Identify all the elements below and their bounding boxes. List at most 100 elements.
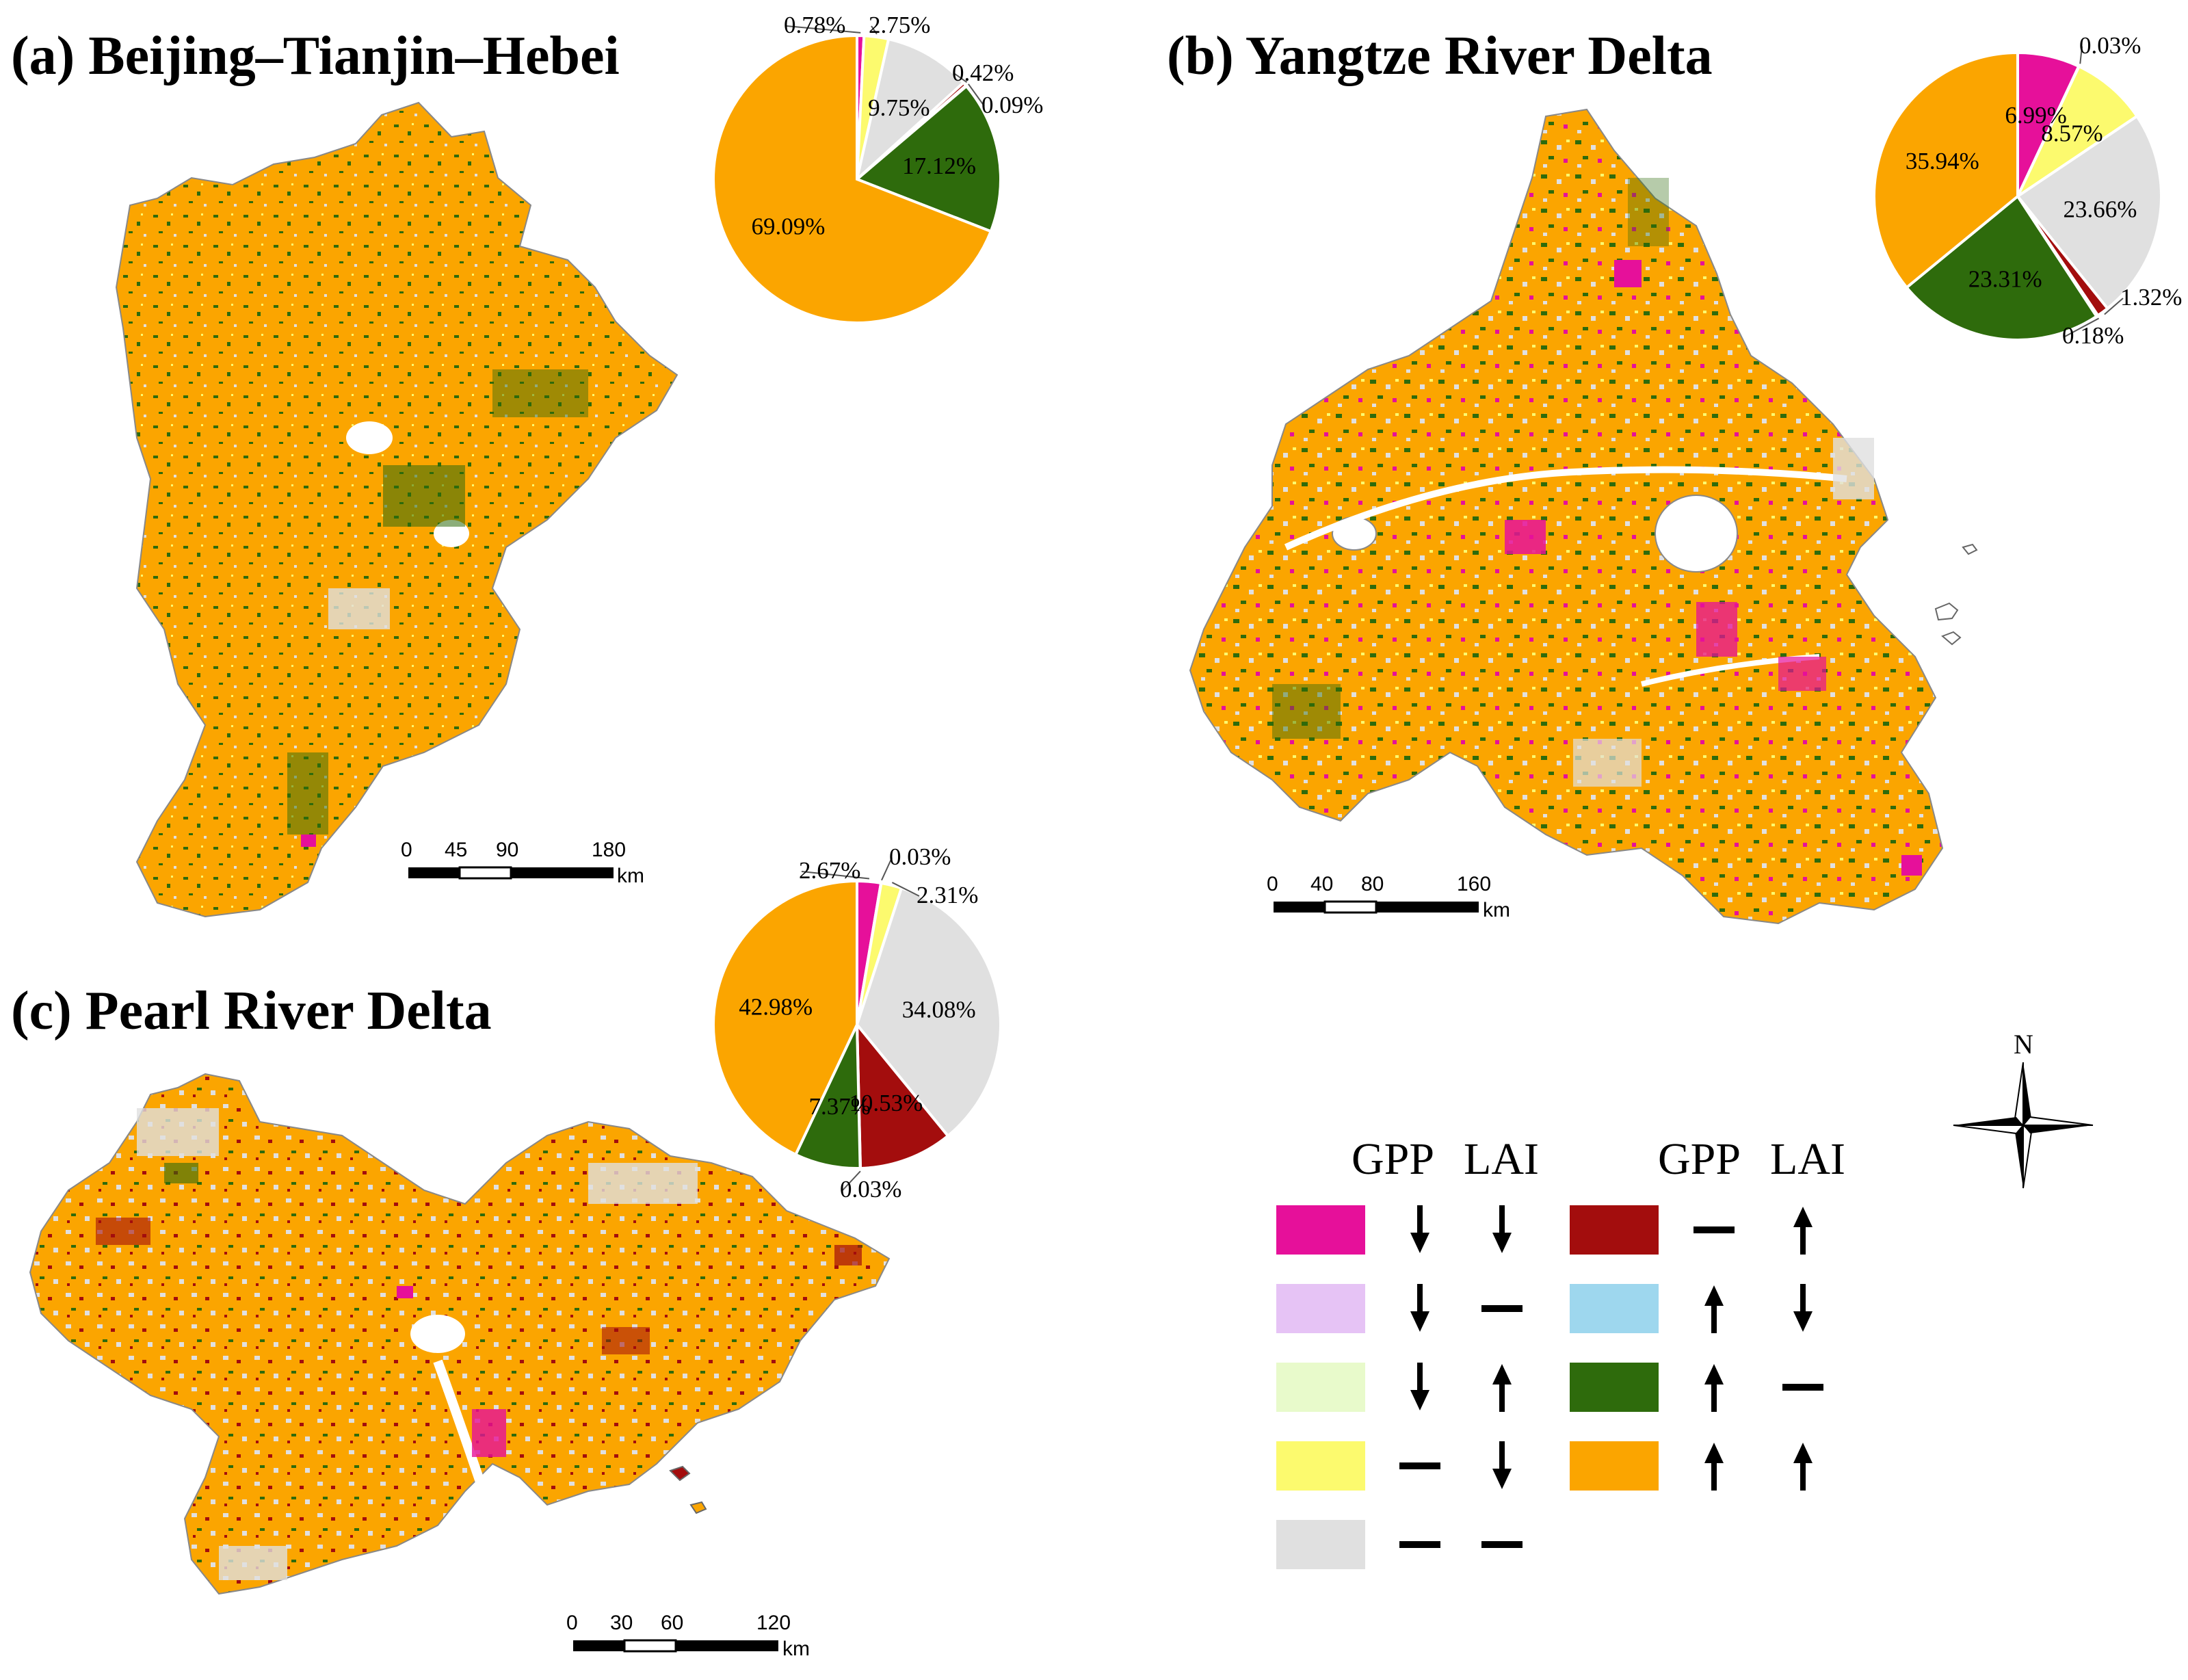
pie-slice-darkgreen: [1904, 194, 2099, 341]
legend-swatch-lightgray: [1276, 1520, 1365, 1569]
pie-label: 7.37%: [808, 1093, 870, 1120]
pie-label: 23.31%: [1968, 265, 2042, 292]
gray-patch: [328, 588, 390, 629]
legend-swatch-darkgreen: [1570, 1363, 1659, 1412]
pie-label: 2.31%: [917, 882, 978, 908]
urban-area-beijing: [346, 421, 393, 454]
legend: GPP LAI GPP LAI: [1276, 1134, 1845, 1569]
pie-slice-yellow: [2014, 64, 2139, 200]
gray-patch: [588, 1163, 698, 1204]
pie-slice-orange: [712, 879, 858, 1157]
legend-swatch-orange: [1570, 1441, 1659, 1491]
pie-label: 1.32%: [2120, 284, 2182, 311]
legend-swatch-palegreen: [1276, 1363, 1365, 1412]
pie-label: 2.75%: [869, 12, 930, 38]
green-patch: [1628, 178, 1669, 246]
scale-tick: 0: [401, 839, 412, 861]
panel-a-title: (a) Beijing–Tianjin–Hebei: [11, 26, 620, 86]
magenta-patch: [397, 1286, 413, 1298]
magenta-patch: [1505, 520, 1546, 554]
scale-tick: 0: [566, 1612, 578, 1634]
legend-header-lai: LAI: [1464, 1134, 1539, 1184]
pie-slice-darkgreen: [854, 84, 1002, 233]
pie-slice-darkred: [855, 1021, 950, 1170]
pie-slice-lightgray: [2016, 114, 2163, 311]
scale-unit: km: [1483, 899, 1510, 921]
north-arrow-tip: [2023, 1062, 2031, 1125]
panel-b-title: (b) Yangtze River Delta: [1167, 26, 1713, 86]
darkred-patch: [834, 1245, 862, 1265]
pie-slice-lightgray: [855, 886, 1002, 1138]
increase-arrow-icon: [1704, 1364, 1724, 1412]
pie-b: 6.99% 0.03% 8.57% 23.66% 1.32% 0.18% 23.31% 35.…: [1873, 32, 2182, 349]
scale-tick: 90: [496, 839, 518, 861]
legend-swatch-yellow: [1276, 1441, 1365, 1491]
pie-label: 42.98%: [739, 993, 813, 1020]
decrease-arrow-icon: [1410, 1284, 1429, 1332]
island: [669, 1465, 691, 1482]
pie-c: 2.67% 0.03% 2.31% 34.08% 10.53% 0.03% 7.37% 42.…: [712, 843, 1002, 1203]
scale-unit: km: [617, 865, 644, 887]
north-label: N: [2014, 1029, 2033, 1060]
increase-arrow-icon: [1492, 1364, 1512, 1412]
scale-tick: 180: [592, 839, 626, 861]
pie-leader-line: [2104, 298, 2124, 315]
pie-leader-line: [871, 25, 878, 35]
scale-tick: 60: [661, 1612, 683, 1634]
magenta-patch: [301, 835, 316, 847]
pie-leader-line: [881, 857, 893, 881]
scale-tick: 80: [1361, 873, 1384, 895]
increase-arrow-icon: [1704, 1443, 1724, 1491]
gray-patch: [137, 1108, 219, 1156]
scale-tick: 0: [1267, 873, 1278, 895]
south-arrow-tip: [2015, 1125, 2023, 1188]
increase-arrow-icon: [1704, 1285, 1724, 1333]
legend-header-gpp: GPP: [1352, 1134, 1434, 1184]
increase-arrow-icon: [1793, 1207, 1813, 1255]
north-arrow: N: [1953, 1029, 2094, 1189]
pie-leader-line: [786, 25, 861, 34]
scale-tick: 30: [610, 1612, 633, 1634]
pie-leader-line: [801, 871, 870, 880]
yangtze-river-delta-region: [1189, 108, 1944, 925]
pie-label: 0.03%: [2079, 32, 2141, 59]
island: [689, 1501, 707, 1514]
scale-tick: 120: [756, 1612, 791, 1634]
panel-c-title: (c) Pearl River Delta: [11, 981, 492, 1041]
taihu-lake: [1655, 495, 1738, 573]
legend-swatch-lavender: [1276, 1284, 1365, 1333]
magenta-patch: [472, 1409, 506, 1457]
urban-area-guangzhou: [410, 1315, 465, 1353]
south-arrow-tip: [2022, 1123, 2033, 1189]
pie-label: 0.03%: [840, 1176, 901, 1203]
pie-label: 34.08%: [902, 997, 976, 1023]
pie-label: 35.94%: [1906, 148, 1979, 174]
pie-label: 9.75%: [868, 94, 930, 121]
pie-leader-line: [2064, 317, 2100, 337]
pie-leader-line: [891, 882, 920, 897]
pie-label: 0.78%: [784, 12, 845, 38]
pie-label: 0.09%: [981, 92, 1043, 118]
pie-leader-line: [842, 1170, 861, 1191]
green-patch: [164, 1163, 198, 1183]
yangtze-river: [1284, 466, 1847, 551]
pie-slice-orange: [712, 34, 993, 324]
pie-leader-line: [968, 83, 985, 107]
legend-swatch-magenta: [1276, 1205, 1365, 1255]
panel-b-scale-bar: 0 40 80 160 km: [1267, 873, 1510, 921]
pie-slice-orange: [1873, 51, 2019, 290]
pie-label: 23.66%: [2063, 196, 2137, 222]
pie-leader-line: [2079, 46, 2083, 64]
magenta-patch: [1778, 657, 1826, 691]
panel-a-map: [115, 101, 678, 918]
pie-label: 6.99%: [2005, 102, 2066, 129]
decrease-arrow-icon: [1492, 1205, 1512, 1253]
decrease-arrow-icon: [1492, 1441, 1512, 1489]
panel-c-map: [29, 1073, 891, 1595]
panel-b-map: [1189, 108, 1978, 925]
decrease-arrow-icon: [1410, 1205, 1429, 1253]
decrease-arrow-icon: [1410, 1363, 1429, 1410]
scale-tick: 40: [1310, 873, 1333, 895]
no-change-icon: [1481, 1305, 1523, 1312]
